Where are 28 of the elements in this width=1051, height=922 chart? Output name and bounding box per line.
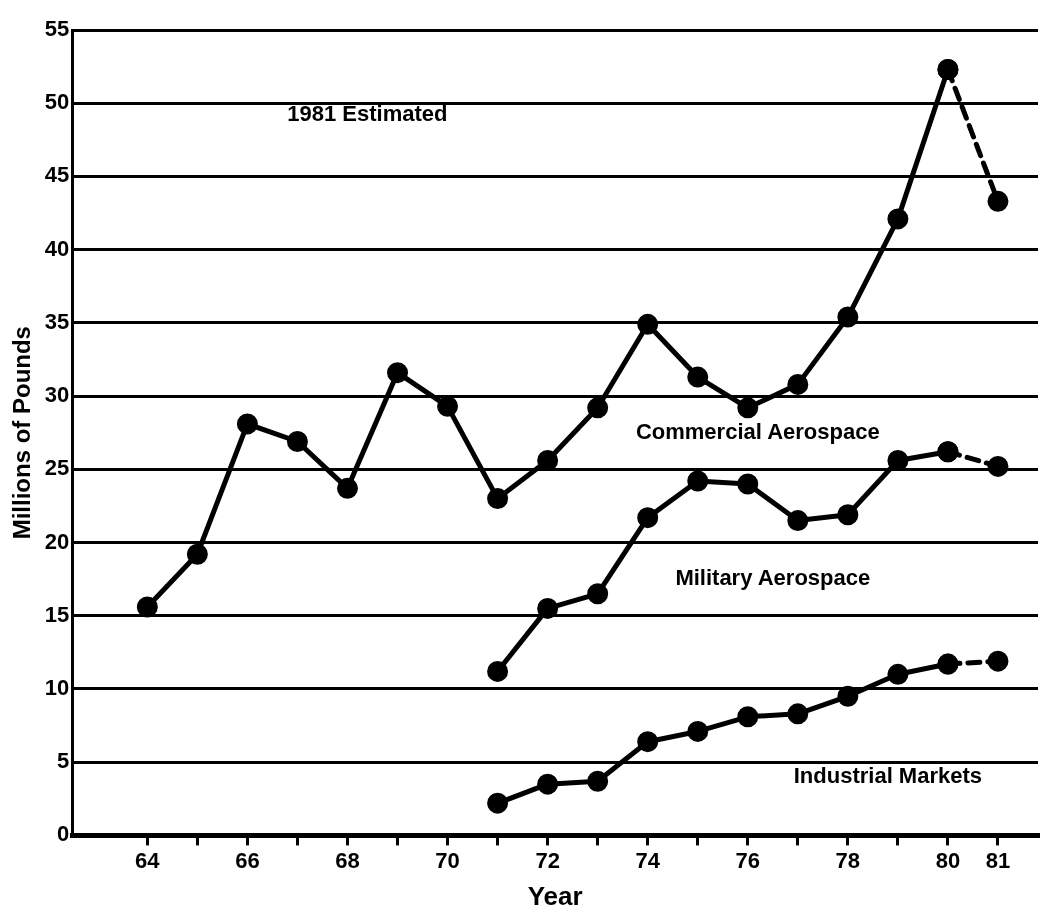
annotation: 1981 Estimated [287,101,448,127]
y-tick-label: 30 [44,382,70,408]
y-tick-label: 35 [44,308,70,334]
x-tick-label: 66 [235,847,260,873]
series-label: Industrial Markets [793,762,983,788]
x-tick-label: 72 [535,847,560,873]
series-label: Commercial Aerospace [635,418,880,444]
y-tick-label: 5 [57,748,70,774]
x-tick-label: 68 [335,847,360,873]
text: Military Aerospace [675,565,871,591]
x-tick-label: 78 [835,847,861,873]
y-axis-title: Millions of Pounds [8,326,36,540]
x-tick-label: 74 [635,847,661,873]
y-tick-label: 0 [57,821,70,847]
y-tick-label: 55 [44,16,70,42]
y-tick-label: 15 [44,601,70,627]
x-tick-label: 76 [735,847,761,873]
y-tick-label: 10 [44,675,70,701]
y-tick-label: 20 [44,528,70,554]
x-tick-label: 80 [935,847,961,873]
x-axis-title: Year [527,880,583,911]
y-tick-label: 50 [44,89,70,115]
y-tick-label: 25 [44,455,70,481]
y-tick-label: 40 [44,235,70,261]
y-tick-label: 45 [44,162,70,188]
x-tick-label: 70 [435,847,460,873]
x-tick-label: 64 [135,847,161,873]
x-tick-label: 81 [985,847,1011,873]
